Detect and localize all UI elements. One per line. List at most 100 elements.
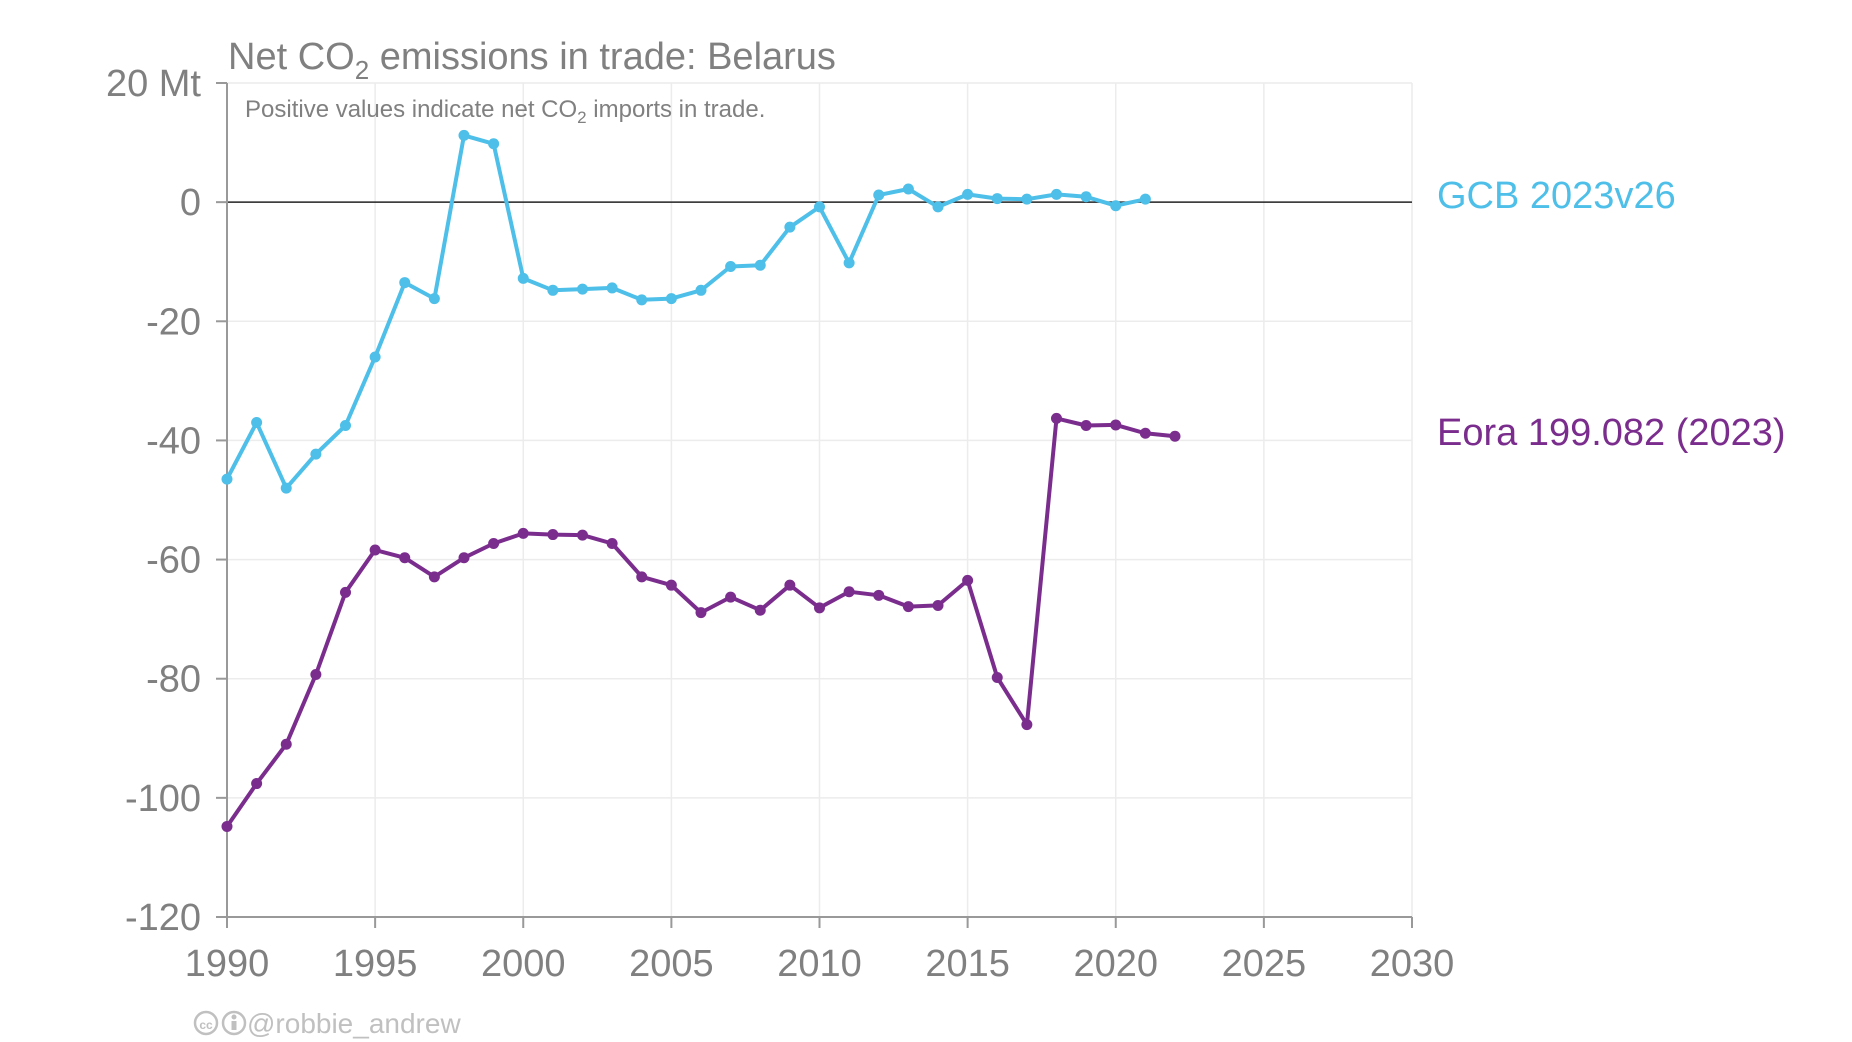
data-point	[873, 589, 885, 601]
data-point	[1110, 200, 1122, 212]
x-tick-label: 2000	[481, 943, 566, 985]
data-point	[1080, 191, 1092, 203]
data-point	[280, 738, 292, 750]
data-point	[1021, 719, 1033, 731]
x-tick-label: 2015	[925, 943, 1010, 985]
data-point	[517, 272, 529, 284]
data-point	[251, 417, 263, 429]
data-point	[1021, 193, 1033, 205]
chart-title: Net CO2 emissions in trade: Belarus	[228, 36, 836, 85]
title-part-2: emissions in trade: Belarus	[369, 36, 836, 78]
data-point	[695, 284, 707, 296]
data-point	[843, 257, 855, 269]
cc-license-icon: cc	[193, 1010, 219, 1036]
x-tick-label: 1995	[333, 943, 418, 985]
title-part-1: Net CO	[228, 36, 355, 78]
subtitle-part-1: Positive values indicate net CO	[245, 96, 577, 123]
x-tick-label: 2030	[1370, 943, 1455, 985]
data-point	[784, 579, 796, 591]
data-point	[340, 586, 351, 598]
data-point	[932, 599, 944, 611]
data-point	[369, 544, 381, 556]
data-point	[428, 571, 440, 583]
data-point	[962, 574, 974, 586]
data-point	[1051, 188, 1062, 200]
data-point	[577, 529, 588, 541]
data-point	[251, 778, 263, 790]
data-point	[606, 537, 618, 549]
series-label-gcb: GCB 2023v26	[1437, 175, 1676, 217]
x-tick-label: 2005	[629, 943, 714, 985]
x-tick-label: 2025	[1222, 943, 1307, 985]
data-point	[547, 284, 559, 296]
data-point	[577, 283, 588, 295]
attribution-icon	[221, 1010, 247, 1036]
data-point	[754, 259, 766, 271]
grid	[227, 82, 1413, 917]
title-subscript: 2	[355, 55, 369, 85]
data-point	[1139, 193, 1151, 205]
series-group	[221, 129, 1151, 494]
data-point	[873, 189, 885, 201]
data-point	[1051, 412, 1062, 424]
data-point	[962, 188, 974, 200]
data-point	[517, 527, 529, 539]
y-tick-label: -100	[125, 778, 201, 820]
credit-handle: @robbie_andrew	[247, 1008, 461, 1039]
data-point	[340, 420, 351, 432]
series	[221, 129, 1181, 832]
data-point	[458, 552, 470, 564]
data-point	[547, 529, 559, 541]
data-point	[636, 571, 648, 583]
data-point	[902, 183, 914, 195]
series-line	[225, 133, 1148, 491]
x-tick-label: 1990	[185, 943, 270, 985]
data-point	[1080, 420, 1092, 432]
x-tick-label: 2010	[777, 943, 862, 985]
y-tick-label: 20 Mt	[106, 63, 201, 105]
data-point	[221, 820, 233, 832]
y-tick-label: -20	[146, 301, 201, 343]
data-point	[725, 591, 737, 603]
data-point	[280, 482, 292, 494]
data-point	[1169, 430, 1181, 442]
y-tick-label: -80	[146, 659, 201, 701]
data-point	[754, 604, 766, 616]
data-point	[310, 448, 322, 460]
subtitle-part-2: imports in trade.	[587, 96, 766, 123]
series-line	[225, 416, 1177, 829]
series-label-eora: Eora 199.082 (2023)	[1437, 412, 1786, 454]
data-point	[784, 221, 796, 233]
data-point	[399, 552, 411, 564]
data-point	[458, 129, 470, 141]
data-point	[606, 282, 618, 294]
data-point	[991, 672, 1003, 684]
y-tick-label: -120	[125, 897, 201, 939]
y-tick-label: -40	[146, 420, 201, 462]
data-point	[843, 586, 855, 598]
data-point	[369, 351, 381, 363]
data-point	[695, 607, 707, 619]
credit: cc @robbie_andrew	[193, 1008, 461, 1039]
data-point	[399, 277, 411, 289]
series-group	[221, 412, 1181, 832]
data-point	[932, 201, 944, 213]
x-tick-label: 2020	[1073, 943, 1158, 985]
data-point	[991, 193, 1003, 205]
chart-subtitle: Positive values indicate net CO2 imports…	[245, 96, 765, 127]
subtitle-subscript: 2	[577, 108, 586, 127]
data-point	[725, 260, 737, 272]
data-point	[665, 293, 677, 305]
y-tick-label: 0	[180, 182, 201, 224]
data-point	[428, 293, 440, 305]
data-point	[814, 602, 825, 614]
data-point	[488, 537, 500, 549]
data-point	[1139, 427, 1151, 439]
data-point	[636, 294, 648, 306]
data-point	[221, 473, 233, 485]
data-point	[814, 201, 825, 213]
data-point	[488, 138, 500, 150]
